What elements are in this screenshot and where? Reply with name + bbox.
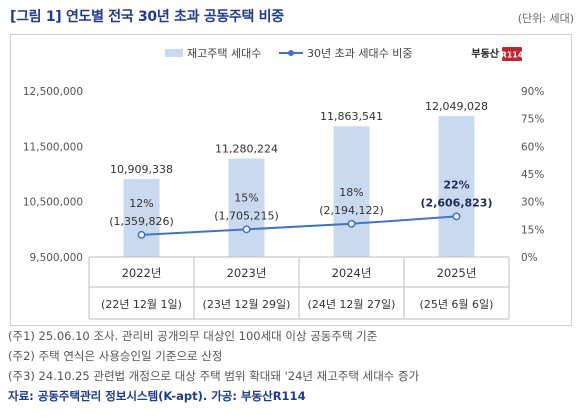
chart-legend: 재고주택 세대수 30년 초과 세대수 비중 — [165, 47, 412, 60]
line-value-labels: 12% (1,359,826) 15% (1,705,215) 18% (2,194,12… — [109, 178, 492, 227]
line-percent-label: 15% — [234, 191, 258, 204]
brand-logo-text: 부동산 — [471, 47, 499, 60]
bar-value-label: 11,863,541 — [320, 110, 383, 123]
bar — [123, 179, 160, 257]
bar-value-label: 10,909,338 — [110, 163, 173, 176]
y-right-tick-label: 15% — [521, 224, 544, 236]
line-count-label: (2,606,823) — [421, 196, 493, 209]
footnote-2: (주2) 주택 연식은 사용승인일 기준으로 산정 — [8, 349, 223, 363]
brand-logo-badge-text: R114 — [501, 51, 524, 60]
footnote-1: (주1) 25.06.10 조사. 관리비 공개의무 대상인 100세대 이상 … — [8, 329, 378, 343]
chart-svg: 재고주택 세대수 30년 초과 세대수 비중 부동산 R114 9,500,000 1… — [23, 47, 544, 320]
category-table: 2022년 (22년 12월 1일) 2023년 (23년 12월 29일) 2024년… — [88, 256, 510, 320]
legend-bar-swatch — [165, 49, 183, 57]
bar — [228, 158, 265, 257]
category-date-label: (25년 6월 6일) — [420, 297, 494, 311]
y-left-tick-label: 11,500,000 — [23, 141, 83, 153]
line-point — [347, 219, 356, 228]
line-point — [137, 230, 146, 239]
category-label: 2022년 — [122, 266, 162, 280]
footnote-3: (주3) 24.10.25 관련법 개정으로 대상 주택 범위 확대돼 '24년… — [8, 369, 420, 383]
line-percent-label: 18% — [339, 186, 363, 199]
legend-bar-label: 재고주택 세대수 — [187, 47, 261, 60]
bar-value-labels: 10,909,338 11,280,224 11,863,541 12,049,028 — [110, 100, 488, 176]
brand-logo: 부동산 R114 — [471, 47, 524, 61]
legend-line-marker — [288, 50, 294, 56]
y-right-tick-label: 45% — [521, 169, 544, 181]
line-point — [242, 225, 251, 234]
line-percent-label: 22% — [443, 178, 469, 191]
line-count-label: (2,194,122) — [319, 204, 384, 217]
brand-logo-badge — [502, 47, 522, 61]
y-right-tick-label: 90% — [521, 86, 544, 98]
y-right-tick-label: 0% — [521, 252, 538, 264]
legend-line-label: 30년 초과 세대수 비중 — [307, 47, 412, 60]
chart-title: [그림 1] 연도별 전국 30년 초과 공동주택 비중 — [10, 9, 284, 25]
footnotes: (주1) 25.06.10 조사. 관리비 공개의무 대상인 100세대 이상 … — [8, 326, 572, 406]
y-right-tick-label: 60% — [521, 141, 544, 153]
y-axis-left: 9,500,000 10,500,000 11,500,000 12,500,000 — [23, 86, 83, 264]
y-right-tick-label: 30% — [521, 197, 544, 209]
chart-area: 재고주택 세대수 30년 초과 세대수 비중 부동산 R114 9,500,000 1… — [10, 34, 572, 326]
bar-value-label: 12,049,028 — [425, 100, 488, 113]
source-credit: 자료: 공동주택관리 정보시스템(K-apt). 가공: 부동산R114 — [8, 389, 306, 403]
category-date-label: (23년 12월 29일) — [203, 297, 291, 311]
line-point — [452, 212, 461, 221]
line-percent-label: 12% — [129, 197, 153, 210]
bar-value-label: 11,280,224 — [215, 142, 278, 155]
y-right-tick-label: 75% — [521, 114, 544, 126]
line-path — [141, 215, 457, 236]
bar — [438, 115, 475, 257]
category-label: 2024년 — [332, 266, 372, 280]
bar — [333, 126, 370, 257]
y-left-tick-label: 10,500,000 — [23, 197, 83, 209]
line-count-label: (1,359,826) — [109, 215, 174, 228]
y-axis-right: 0% 15% 30% 45% 60% 75% 90% — [521, 86, 544, 264]
line-count-label: (1,705,215) — [214, 209, 279, 222]
category-label: 2023년 — [227, 266, 267, 280]
bar-series — [123, 115, 475, 257]
y-left-tick-label: 9,500,000 — [30, 252, 83, 264]
category-label: 2025년 — [437, 266, 477, 280]
category-date-label: (24년 12월 27일) — [308, 297, 396, 311]
y-left-tick-label: 12,500,000 — [23, 86, 83, 98]
category-date-label: (22년 12월 1일) — [101, 297, 182, 311]
line-series — [137, 212, 461, 239]
unit-label: (단위: 세대) — [517, 12, 574, 25]
